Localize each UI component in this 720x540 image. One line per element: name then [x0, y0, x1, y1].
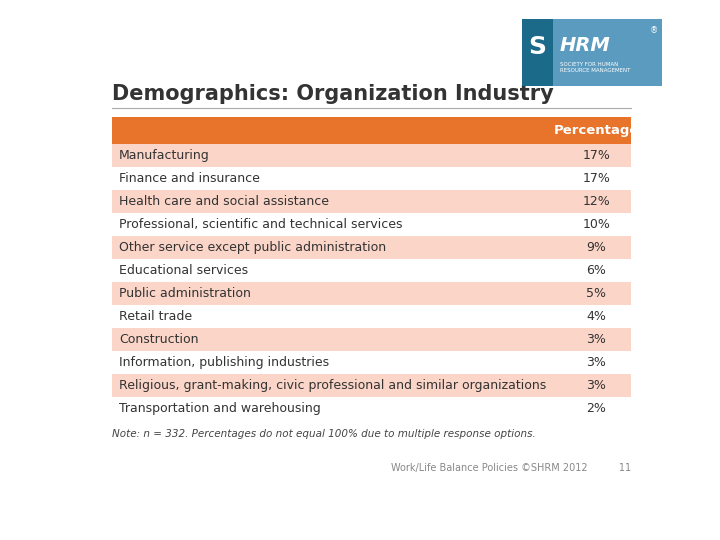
- Text: 5%: 5%: [586, 287, 606, 300]
- FancyBboxPatch shape: [112, 236, 631, 259]
- FancyBboxPatch shape: [112, 167, 631, 190]
- FancyBboxPatch shape: [112, 282, 631, 305]
- Text: Professional, scientific and technical services: Professional, scientific and technical s…: [119, 218, 402, 231]
- Text: 3%: 3%: [586, 356, 606, 369]
- Text: ®: ®: [650, 25, 658, 35]
- FancyBboxPatch shape: [112, 117, 631, 144]
- Text: Information, publishing industries: Information, publishing industries: [119, 356, 329, 369]
- Text: Construction: Construction: [119, 333, 199, 346]
- FancyBboxPatch shape: [112, 144, 631, 167]
- FancyBboxPatch shape: [112, 259, 631, 282]
- Text: Health care and social assistance: Health care and social assistance: [119, 195, 329, 208]
- Text: Work/Life Balance Policies ©SHRM 2012          11: Work/Life Balance Policies ©SHRM 2012 11: [391, 463, 631, 473]
- Text: 9%: 9%: [586, 241, 606, 254]
- Text: Demographics: Organization Industry: Demographics: Organization Industry: [112, 84, 554, 104]
- Text: Transportation and warehousing: Transportation and warehousing: [119, 402, 321, 415]
- FancyBboxPatch shape: [112, 305, 631, 328]
- FancyBboxPatch shape: [112, 213, 631, 236]
- FancyBboxPatch shape: [112, 374, 631, 397]
- FancyBboxPatch shape: [112, 351, 631, 374]
- Text: 4%: 4%: [586, 310, 606, 323]
- Bar: [522, 19, 553, 86]
- FancyBboxPatch shape: [112, 328, 631, 351]
- Text: 12%: 12%: [582, 195, 610, 208]
- Text: Note: n = 332. Percentages do not equal 100% due to multiple response options.: Note: n = 332. Percentages do not equal …: [112, 429, 536, 438]
- Text: Finance and insurance: Finance and insurance: [119, 172, 260, 185]
- Text: Percentage: Percentage: [554, 124, 639, 137]
- Text: 17%: 17%: [582, 149, 610, 162]
- Text: 6%: 6%: [586, 264, 606, 277]
- Text: 10%: 10%: [582, 218, 610, 231]
- Text: 3%: 3%: [586, 379, 606, 392]
- Text: Educational services: Educational services: [119, 264, 248, 277]
- Text: Retail trade: Retail trade: [119, 310, 192, 323]
- FancyBboxPatch shape: [112, 397, 631, 420]
- Text: SOCIETY FOR HUMAN
RESOURCE MANAGEMENT: SOCIETY FOR HUMAN RESOURCE MANAGEMENT: [560, 62, 630, 73]
- Text: HRM: HRM: [560, 36, 611, 56]
- Text: Other service except public administration: Other service except public administrati…: [119, 241, 386, 254]
- FancyBboxPatch shape: [112, 190, 631, 213]
- Text: Religious, grant-making, civic professional and similar organizations: Religious, grant-making, civic professio…: [119, 379, 546, 392]
- Text: 3%: 3%: [586, 333, 606, 346]
- Text: 17%: 17%: [582, 172, 610, 185]
- Text: Manufacturing: Manufacturing: [119, 149, 210, 162]
- Text: S: S: [528, 35, 546, 59]
- Text: 2%: 2%: [586, 402, 606, 415]
- Text: Public administration: Public administration: [119, 287, 251, 300]
